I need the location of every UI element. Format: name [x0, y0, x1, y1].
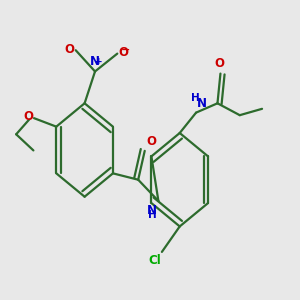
Text: N: N	[147, 204, 157, 217]
Text: O: O	[118, 46, 128, 59]
Text: N: N	[90, 55, 100, 68]
Text: O: O	[146, 135, 156, 148]
Text: O: O	[23, 110, 33, 122]
Text: −: −	[120, 44, 130, 54]
Text: O: O	[64, 43, 74, 56]
Text: N: N	[197, 97, 207, 110]
Text: +: +	[95, 57, 102, 66]
Text: Cl: Cl	[148, 254, 161, 268]
Text: H: H	[190, 93, 199, 103]
Text: H: H	[148, 210, 157, 220]
Text: O: O	[215, 57, 225, 70]
